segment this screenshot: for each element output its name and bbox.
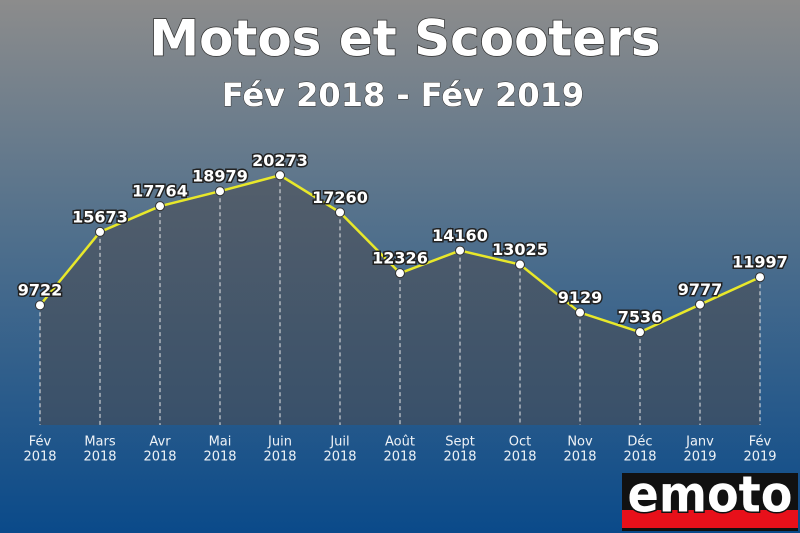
- point: [395, 268, 405, 279]
- data-label: 11997: [732, 253, 788, 272]
- x-tick-label: 2018: [83, 450, 116, 465]
- x-tick-label: 2018: [383, 450, 416, 465]
- data-label: 17764: [132, 182, 188, 201]
- x-tick-label: Août: [385, 435, 415, 450]
- x-tick-label: 2018: [623, 450, 656, 465]
- logo-text: emoto: [628, 466, 793, 524]
- point: [155, 201, 165, 212]
- data-label: 12326: [372, 249, 428, 268]
- x-tick-label: Mai: [209, 435, 232, 450]
- x-tick-label: Mars: [84, 435, 116, 450]
- data-label: 20273: [252, 151, 308, 170]
- point: [515, 259, 525, 270]
- data-label: 15673: [72, 207, 128, 226]
- chart-title: Motos et Scooters: [149, 10, 660, 68]
- x-tick-label: Fév: [749, 435, 772, 450]
- point: [275, 170, 285, 181]
- data-label: 17260: [312, 188, 368, 207]
- x-tick-label: Juin: [267, 435, 292, 450]
- x-tick-label: Sept: [445, 435, 475, 450]
- x-tick-label: 2018: [443, 450, 476, 465]
- x-tick-label: 2018: [563, 450, 596, 465]
- x-tick-label: 2018: [263, 450, 296, 465]
- data-label: 14160: [432, 226, 488, 245]
- x-tick-label: 2018: [203, 450, 236, 465]
- x-tick-label: Fév: [29, 435, 52, 450]
- logo: emoto: [622, 464, 798, 531]
- point: [95, 226, 105, 237]
- point: [575, 307, 585, 318]
- x-tick-label: 2018: [23, 450, 56, 465]
- data-label: 9722: [18, 281, 63, 300]
- x-tick-label: Oct: [509, 435, 531, 450]
- point: [35, 300, 45, 311]
- x-tick-label: Avr: [149, 435, 171, 450]
- x-tick-label: 2018: [503, 450, 536, 465]
- point: [755, 272, 765, 283]
- x-tick-label: Déc: [627, 435, 652, 450]
- data-label: 7536: [618, 308, 663, 327]
- data-label: 18979: [192, 167, 248, 186]
- x-tick-label: Nov: [567, 435, 593, 450]
- x-tick-label: 2018: [143, 450, 176, 465]
- chart-subtitle: Fév 2018 - Fév 2019: [222, 76, 584, 114]
- point: [635, 327, 645, 338]
- point: [455, 245, 465, 256]
- point: [215, 186, 225, 197]
- x-tick-label: 2019: [743, 450, 776, 465]
- x-tick-label: Juil: [329, 435, 349, 450]
- logo-band: [622, 510, 798, 528]
- x-tick-label: 2019: [683, 450, 716, 465]
- data-label: 9129: [558, 288, 603, 307]
- data-label: 9777: [678, 280, 723, 299]
- data-label: 13025: [492, 240, 548, 259]
- point: [335, 207, 345, 218]
- x-tick-label: Janv: [685, 435, 714, 450]
- point: [695, 299, 705, 310]
- x-tick-label: 2018: [323, 450, 356, 465]
